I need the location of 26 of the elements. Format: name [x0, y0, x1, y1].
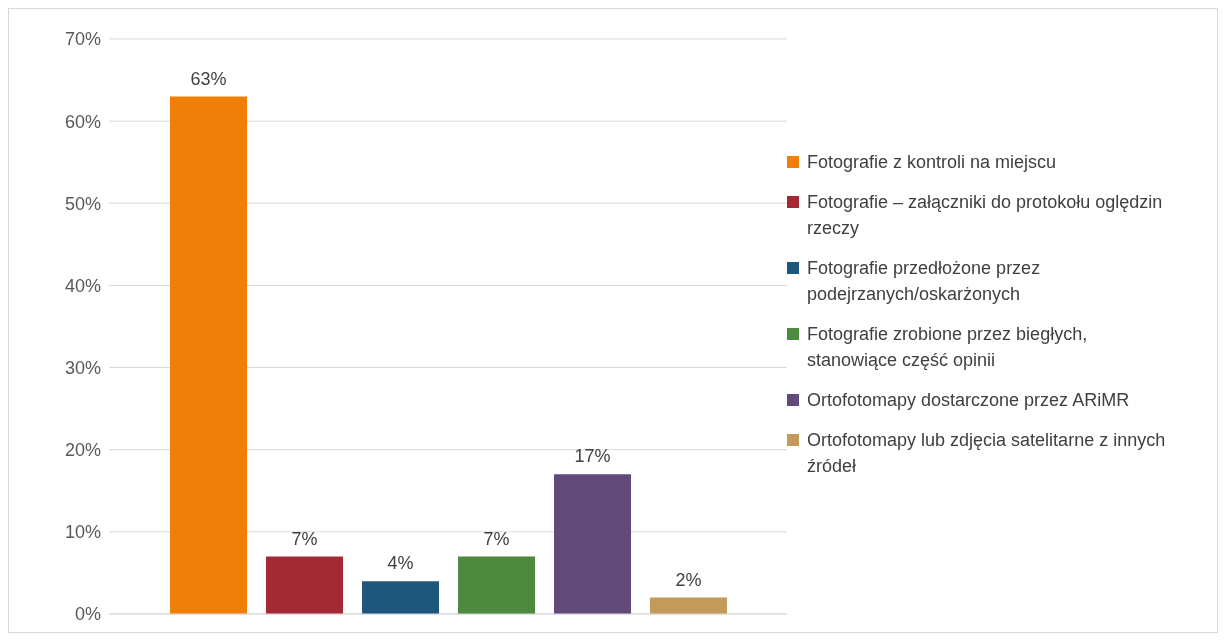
legend-label: Fotografie zrobione przez biegłych, stanowiące część opinii	[807, 322, 1089, 372]
y-tick-label: 20%	[64, 440, 101, 461]
y-tick-label: 0%	[74, 604, 101, 625]
bar	[554, 474, 632, 614]
bar	[170, 96, 248, 614]
legend-label: Fotografie z kontroli na miejscu	[807, 150, 1057, 174]
y-tick-label: 10%	[64, 522, 101, 543]
bar	[650, 597, 728, 614]
data-label: 7%	[291, 528, 318, 549]
data-label: 7%	[483, 528, 510, 549]
legend-label: Ortofotomapy dostarczone przez ARiMR	[807, 388, 1130, 412]
y-tick-label: 40%	[64, 275, 101, 296]
legend-label: Fotografie przedłożone przez podejrzanych/oskarżonych	[807, 256, 1042, 306]
data-label: 17%	[574, 446, 611, 467]
data-label: 4%	[387, 553, 414, 574]
bar	[362, 581, 440, 614]
legend-label: Fotografie – załączniki do protokołu oględzin rzeczy	[807, 190, 1164, 240]
bar	[266, 556, 344, 614]
y-tick-label: 60%	[64, 111, 101, 132]
bar	[458, 556, 536, 614]
y-tick-label: 70%	[64, 29, 101, 50]
legend-label: Ortofotomapy lub zdjęcia satelitarne z innych źródeł	[807, 428, 1167, 478]
data-label: 63%	[190, 68, 227, 89]
y-tick-label: 30%	[64, 357, 101, 378]
y-tick-label: 50%	[64, 193, 101, 214]
data-label: 2%	[675, 569, 702, 590]
